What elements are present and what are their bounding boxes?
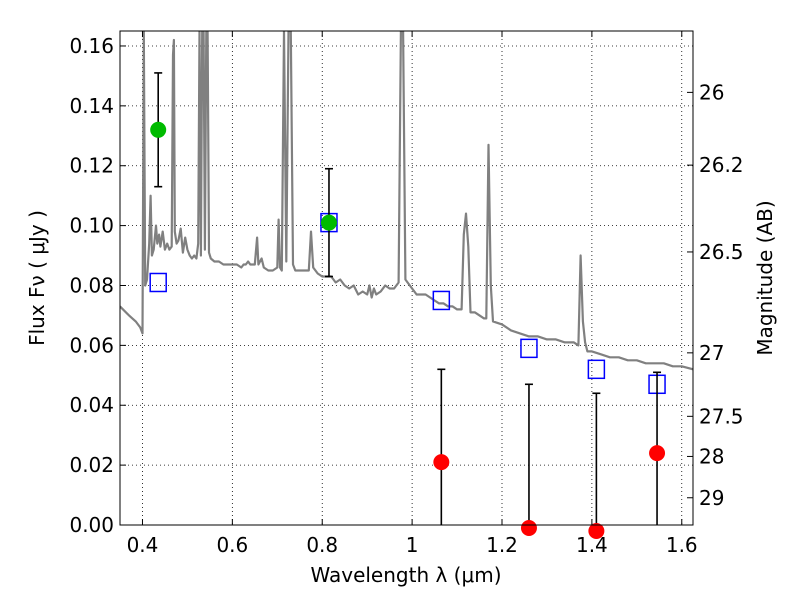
axes: 0.4 0.6 0.8 1 1.2 1.4 1.6 0.00 0.02 0.04 0.06 0.08 0… — [69, 31, 744, 557]
upper-limit-point — [520, 519, 537, 536]
right-tick-label: 27.5 — [699, 404, 744, 428]
detection-point — [150, 121, 167, 138]
right-tick-label: 26 — [699, 80, 724, 104]
x-tick-label: 0.8 — [306, 533, 338, 557]
plot-frame — [119, 30, 694, 526]
upper-limit-point — [649, 445, 666, 462]
right-tick-label: 26.2 — [699, 153, 744, 177]
plot-area — [120, 31, 693, 525]
y-tick-label: 0.10 — [69, 214, 114, 238]
model-square — [520, 338, 538, 359]
y-tick-label: 0.12 — [69, 154, 114, 178]
x-tick-label: 1 — [406, 533, 419, 557]
detection-point — [320, 214, 337, 231]
y-tick-label: 0.00 — [69, 513, 114, 537]
x-tick-label: 0.6 — [216, 533, 248, 557]
y-axis-label: Flux Fν ( μJy ) — [25, 210, 49, 346]
y-tick-label: 0.02 — [69, 453, 114, 477]
right-tick-label: 28 — [699, 444, 724, 468]
x-tick-label: 0.4 — [127, 533, 159, 557]
upper-limit-point — [433, 454, 450, 471]
x-tick-label: 1.2 — [486, 533, 518, 557]
y-tick-label: 0.16 — [69, 34, 114, 58]
right-tick-label: 26.5 — [699, 240, 744, 264]
y-tick-label: 0.08 — [69, 273, 114, 297]
markers-layer — [149, 72, 666, 539]
x-axis-label: Wavelength λ (μm) — [310, 563, 501, 587]
right-tick-label: 29 — [699, 486, 724, 510]
series-layer — [120, 31, 693, 371]
upper-limit-point — [588, 522, 605, 539]
y-tick-label: 0.14 — [69, 94, 114, 118]
right-axis-label: Magnitude (AB) — [753, 200, 777, 355]
y-tick-label: 0.06 — [69, 333, 114, 357]
x-tick-label: 1.6 — [666, 533, 698, 557]
x-tick-label: 1.4 — [576, 533, 608, 557]
right-tick-label: 27 — [699, 341, 724, 365]
model-square — [587, 359, 606, 380]
spectrum-line — [120, 31, 693, 371]
model-square — [432, 290, 451, 311]
y-tick-label: 0.04 — [69, 393, 114, 417]
model-square — [149, 272, 167, 293]
